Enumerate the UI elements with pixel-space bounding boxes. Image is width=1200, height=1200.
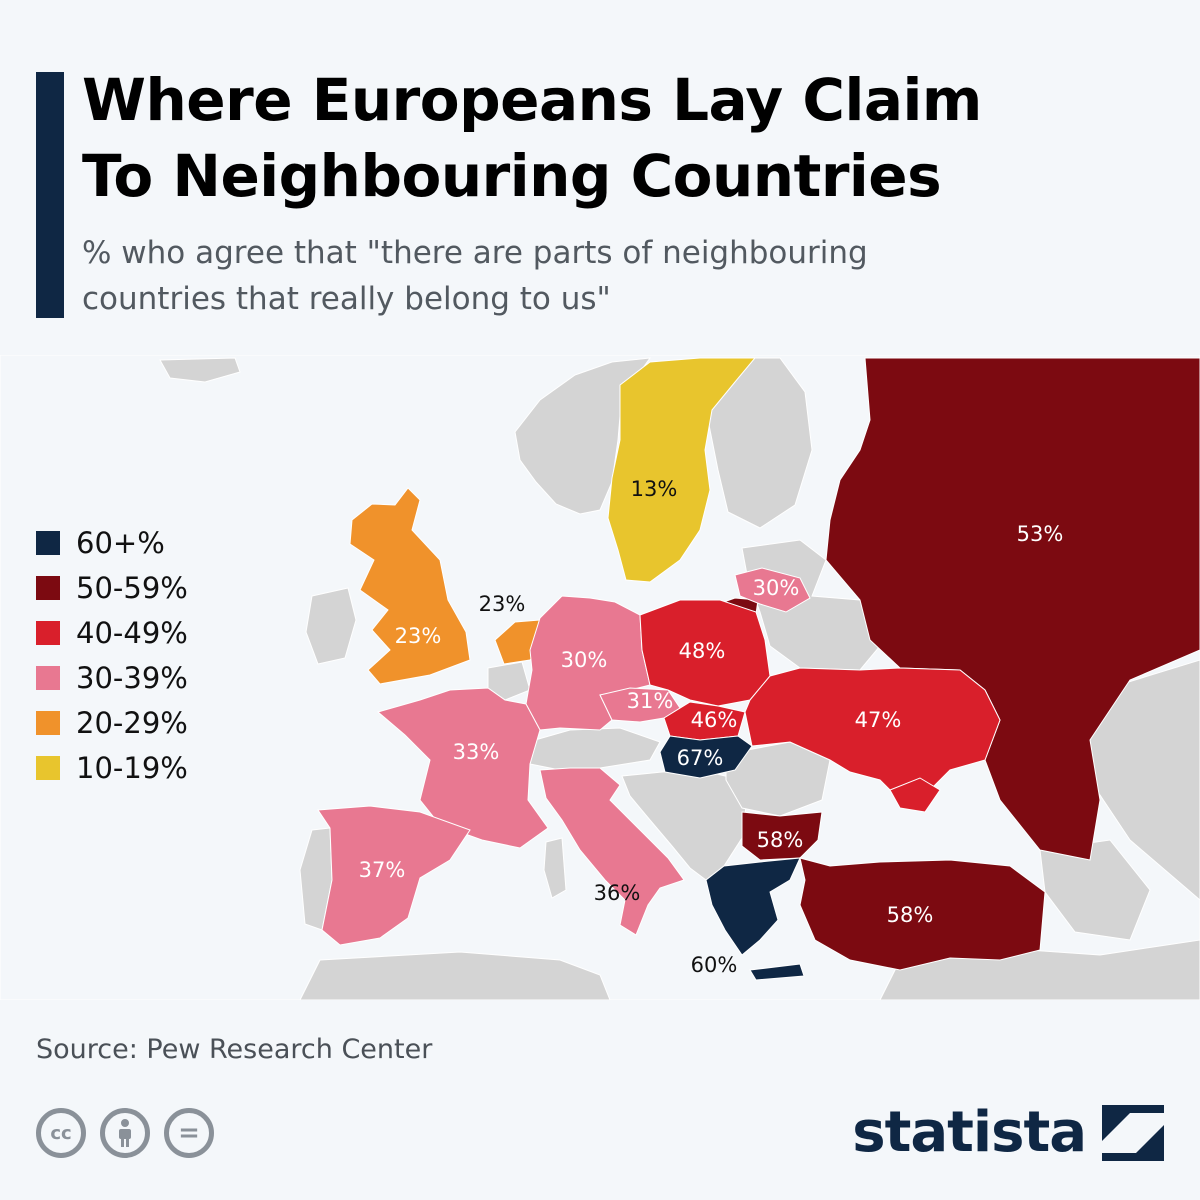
label-hungary: 67%: [677, 746, 724, 770]
legend-item: 20-29%: [36, 700, 188, 745]
label-ukraine: 47%: [855, 708, 902, 732]
subtitle: % who agree that "there are parts of nei…: [82, 230, 1082, 322]
title-line-1: Where Europeans Lay Claim: [82, 66, 982, 134]
attribution-person-icon[interactable]: [100, 1108, 150, 1158]
brand-wordmark: statista: [852, 1100, 1087, 1165]
belgium: [487, 661, 531, 701]
country-ukraine: [744, 667, 1001, 801]
creative-commons-icon[interactable]: cc: [36, 1108, 86, 1158]
norway: [514, 357, 652, 515]
country-italy: [539, 767, 685, 936]
country-bulgaria: [741, 811, 823, 861]
label-lithuania: 30%: [753, 576, 800, 600]
label-russia: 53%: [1017, 522, 1064, 546]
label-poland: 48%: [679, 639, 726, 663]
label-uk: 23%: [395, 624, 442, 648]
legend-swatch: [36, 575, 60, 600]
legend-item: 60+%: [36, 520, 188, 565]
no-derivatives-icon[interactable]: =: [164, 1108, 214, 1158]
country-turkey: [799, 857, 1046, 971]
country-greece-crete: [749, 963, 805, 981]
country-sweden: [607, 357, 757, 583]
greenland-fragment: [159, 357, 241, 383]
title-accent-bar: [36, 72, 64, 318]
person-glyph: [119, 1119, 131, 1147]
legend-label: 20-29%: [76, 705, 188, 740]
country-lithuania: [734, 567, 811, 613]
legend: 60+% 50-59% 40-49% 30-39% 20-29% 10-19%: [36, 520, 188, 790]
country-greece: [705, 857, 801, 956]
legend-item: 40-49%: [36, 610, 188, 655]
legend-swatch: [36, 620, 60, 645]
legend-item: 10-19%: [36, 745, 188, 790]
statista-logo[interactable]: statista: [852, 1100, 1164, 1165]
legend-swatch: [36, 755, 60, 780]
label-netherlands: 23%: [479, 592, 526, 616]
page-title: Where Europeans Lay Claim To Neighbourin…: [82, 62, 1162, 214]
legend-swatch: [36, 710, 60, 735]
value-labels: 13% 53% 30% 23% 23% 30% 48% 31% 46% 67% …: [359, 477, 1064, 977]
label-greece: 60%: [691, 953, 738, 977]
label-bulgaria: 58%: [757, 828, 804, 852]
label-italy: 36%: [594, 881, 641, 905]
country-ukraine-crimea: [889, 777, 941, 813]
country-uk: [349, 487, 471, 685]
country-spain: [317, 805, 471, 946]
iceland-ireland: [305, 587, 357, 665]
legend-swatch: [36, 665, 60, 690]
label-slovakia: 46%: [691, 708, 738, 732]
finland: [707, 357, 813, 529]
label-france: 33%: [453, 740, 500, 764]
legend-swatch: [36, 530, 60, 555]
statista-mark-icon: [1102, 1104, 1164, 1161]
title-line-2: To Neighbouring Countries: [82, 142, 942, 210]
sardinia-corsica: [543, 837, 567, 899]
north-africa: [299, 951, 611, 1000]
source-note: Source: Pew Research Center: [36, 1034, 433, 1065]
countries: [317, 357, 1200, 981]
legend-item: 30-39%: [36, 655, 188, 700]
label-germany: 30%: [561, 648, 608, 672]
legend-label: 50-59%: [76, 570, 188, 605]
subtitle-line-2: countries that really belong to us": [82, 281, 611, 317]
subtitle-line-1: % who agree that "there are parts of nei…: [82, 235, 868, 271]
label-czechia: 31%: [627, 689, 674, 713]
country-france: [376, 687, 549, 849]
label-sweden: 13%: [631, 477, 678, 501]
europe-map: 13% 53% 30% 23% 23% 30% 48% 31% 46% 67% …: [0, 355, 1200, 1000]
legend-label: 30-39%: [76, 660, 188, 695]
legend-label: 10-19%: [76, 750, 188, 785]
label-spain: 37%: [359, 858, 406, 882]
legend-label: 40-49%: [76, 615, 188, 650]
label-turkey: 58%: [887, 903, 934, 927]
license-icons: cc =: [36, 1108, 214, 1158]
legend-item: 50-59%: [36, 565, 188, 610]
legend-label: 60+%: [76, 525, 165, 560]
country-hungary: [659, 735, 753, 779]
